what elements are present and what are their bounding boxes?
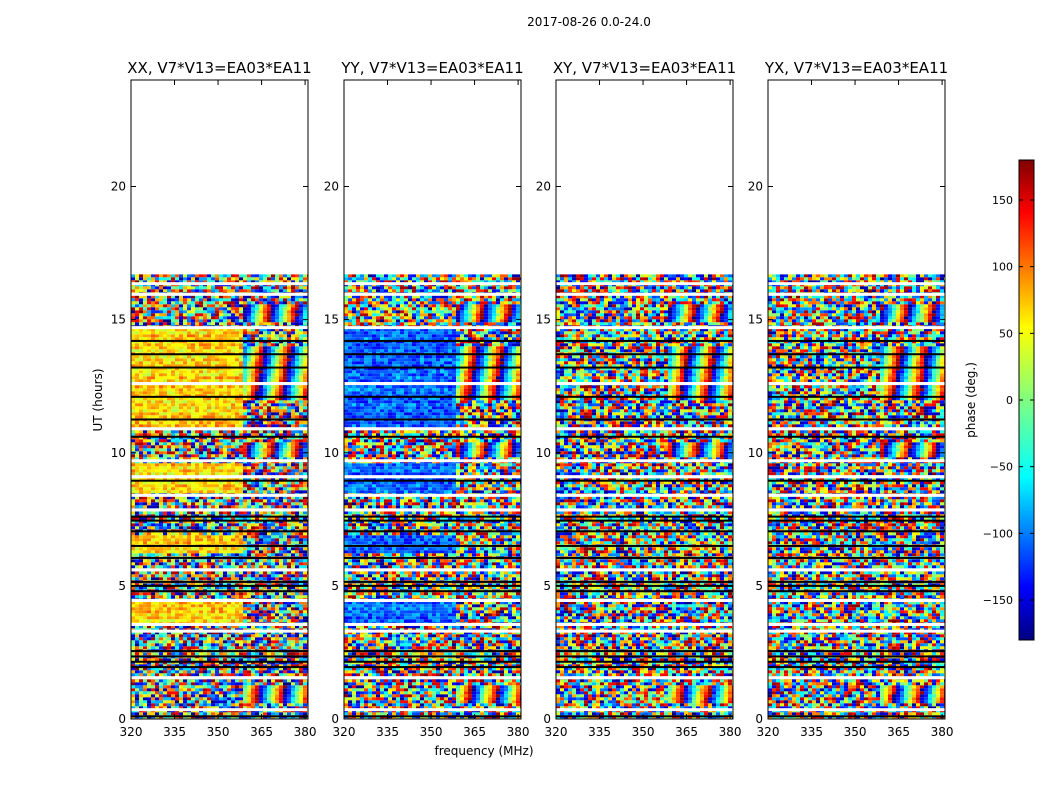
x-tick-label: 380 <box>931 725 954 739</box>
colorbar-tick-label: −100 <box>983 527 1013 540</box>
x-tick-label: 365 <box>675 725 698 739</box>
x-tick-label: 350 <box>632 725 655 739</box>
heatmap-yx <box>768 274 945 719</box>
y-tick-label: 5 <box>331 579 339 593</box>
x-tick-label: 335 <box>588 725 611 739</box>
x-tick-label: 365 <box>463 725 486 739</box>
x-axis-label: frequency (MHz) <box>434 744 533 758</box>
y-tick-label: 0 <box>331 712 339 726</box>
x-tick-label: 380 <box>719 725 742 739</box>
colorbar-tick-label: 100 <box>992 261 1013 274</box>
y-tick-label: 15 <box>748 313 763 327</box>
panel-yy: YY, V7*V13=EA03*EA11 320 335 350 365 380 0 5 10 1… <box>324 59 530 739</box>
x-tick-label: 365 <box>887 725 910 739</box>
colorbar-tick-label: 50 <box>999 327 1013 340</box>
colorbar-label: phase (deg.) <box>964 362 978 438</box>
plot-frame <box>130 79 309 720</box>
y-tick-label: 20 <box>536 180 551 194</box>
colorbar-tick-label: 0 <box>1006 394 1013 407</box>
x-tick-label: 380 <box>294 725 317 739</box>
y-tick-label: 15 <box>111 313 126 327</box>
y-tick-label: 0 <box>543 712 551 726</box>
x-tick-label: 335 <box>163 725 186 739</box>
plot-frame <box>555 79 734 720</box>
x-tick-label: 350 <box>207 725 230 739</box>
colorbar-tick-label: −50 <box>990 461 1013 474</box>
x-tick-label: 350 <box>844 725 867 739</box>
plot-frame <box>343 79 522 720</box>
y-tick-label: 10 <box>748 446 763 460</box>
y-tick-label: 5 <box>755 579 763 593</box>
y-tick-label: 15 <box>324 313 339 327</box>
y-tick-label: 15 <box>536 313 551 327</box>
heatmap-yy <box>344 274 521 719</box>
heatmap-xy <box>556 274 733 719</box>
colorbar-tick-label: −150 <box>983 594 1013 607</box>
y-axis-label: UT (hours) <box>91 368 105 431</box>
panels-group: XX, V7*V13=EA03*EA11 320 335 350 365 380 0 5 10 1… <box>111 59 954 739</box>
panel-xy: XY, V7*V13=EA03*EA11 320 335 350 365 380 0 5 10 1… <box>536 59 742 739</box>
x-tick-label: 350 <box>420 725 443 739</box>
y-tick-label: 10 <box>111 446 126 460</box>
x-tick-label: 335 <box>800 725 823 739</box>
y-tick-label: 5 <box>118 579 126 593</box>
y-tick-label: 10 <box>324 446 339 460</box>
figure-title: 2017-08-26 0.0-24.0 <box>527 15 651 29</box>
colorbar: 150 100 50 0 −50 −100 −150 phase (deg.) <box>964 159 1035 641</box>
x-tick-label: 320 <box>120 725 143 739</box>
y-tick-label: 5 <box>543 579 551 593</box>
x-tick-label: 320 <box>545 725 568 739</box>
y-tick-label: 0 <box>755 712 763 726</box>
x-tick-label: 320 <box>333 725 356 739</box>
y-tick-label: 0 <box>118 712 126 726</box>
panel-xx: XX, V7*V13=EA03*EA11 320 335 350 365 380 0 5 10 1… <box>111 59 317 739</box>
y-tick-label: 20 <box>324 180 339 194</box>
x-tick-label: 335 <box>376 725 399 739</box>
colorbar-tick-label: 150 <box>992 194 1013 207</box>
panel-yx: YX, V7*V13=EA03*EA11 320 335 350 365 380 0 5 10 1… <box>748 59 954 739</box>
x-tick-label: 365 <box>250 725 273 739</box>
y-tick-label: 20 <box>111 180 126 194</box>
colorbar-ticks: 150 100 50 0 −50 −100 −150 <box>983 194 1034 607</box>
y-tick-label: 20 <box>748 180 763 194</box>
x-tick-label: 380 <box>507 725 530 739</box>
y-tick-label: 10 <box>536 446 551 460</box>
x-tick-label: 320 <box>757 725 780 739</box>
panel-title: YX, V7*V13=EA03*EA11 <box>764 59 948 77</box>
panel-title: XX, V7*V13=EA03*EA11 <box>127 59 311 77</box>
heatmap-xx <box>131 274 308 719</box>
panel-title: YY, V7*V13=EA03*EA11 <box>340 59 523 77</box>
plot-frame <box>767 79 946 720</box>
panel-title: XY, V7*V13=EA03*EA11 <box>553 59 736 77</box>
